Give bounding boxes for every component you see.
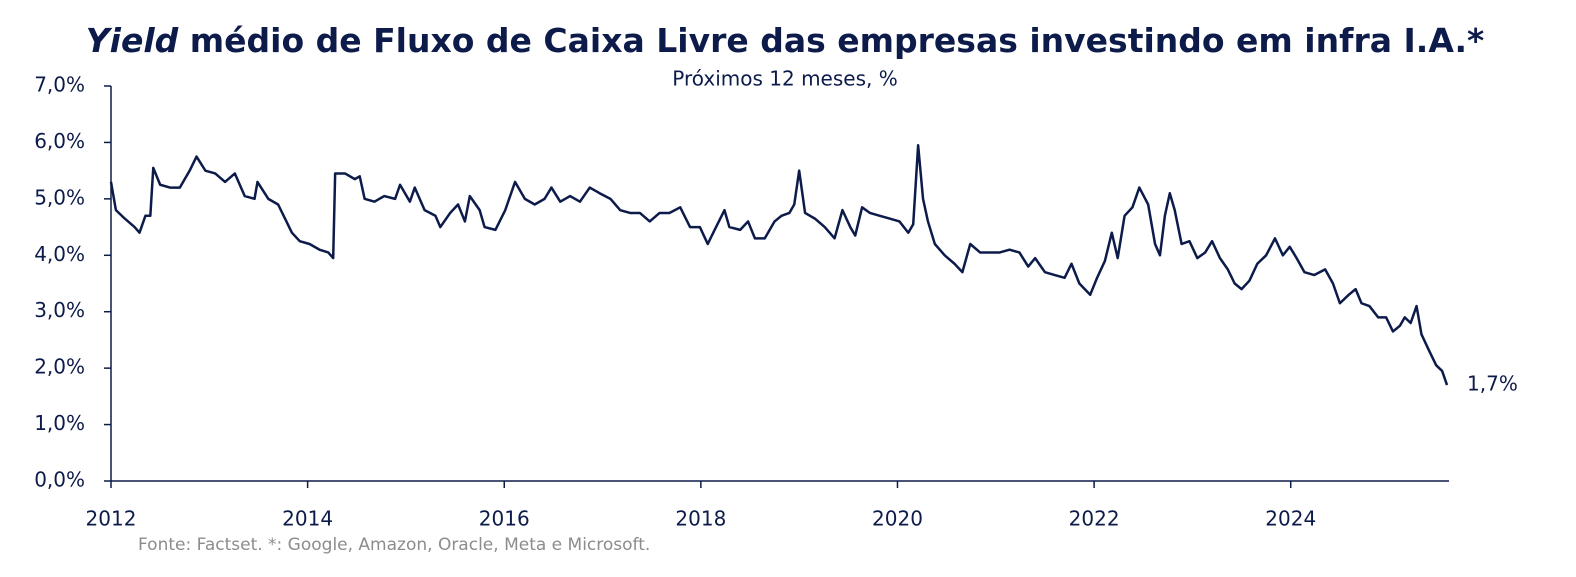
y-tick-label: 7,0% [34, 73, 85, 97]
chart-title: Yield médio de Fluxo de Caixa Livre das … [86, 21, 1485, 60]
x-tick-label: 2024 [1265, 507, 1316, 531]
y-tick-label: 2,0% [34, 355, 85, 379]
x-tick-label: 2014 [282, 507, 333, 531]
line-series [109, 144, 1449, 386]
y-tick-label: 4,0% [34, 242, 85, 266]
chart-title-italic: Yield [86, 21, 179, 60]
y-tick-label: 3,0% [34, 298, 85, 322]
chart-subtitle: Próximos 12 meses, % [672, 67, 897, 91]
x-tick-label: 2022 [1069, 507, 1120, 531]
x-tick-label: 2016 [479, 507, 530, 531]
x-tick-label: 2012 [86, 507, 137, 531]
y-tick-label: 5,0% [34, 185, 85, 209]
end-label: 1,7% [1467, 372, 1518, 396]
y-tick-label: 0,0% [34, 468, 85, 492]
y-tick-label: 1,0% [34, 411, 85, 435]
chart-title-rest: médio de Fluxo de Caixa Livre das empres… [190, 21, 1485, 60]
y-tick-label: 6,0% [34, 129, 85, 153]
x-tick-label: 2018 [675, 507, 726, 531]
x-tick-label: 2020 [872, 507, 923, 531]
source-note: Fonte: Factset. *: Google, Amazon, Oracl… [138, 535, 650, 555]
